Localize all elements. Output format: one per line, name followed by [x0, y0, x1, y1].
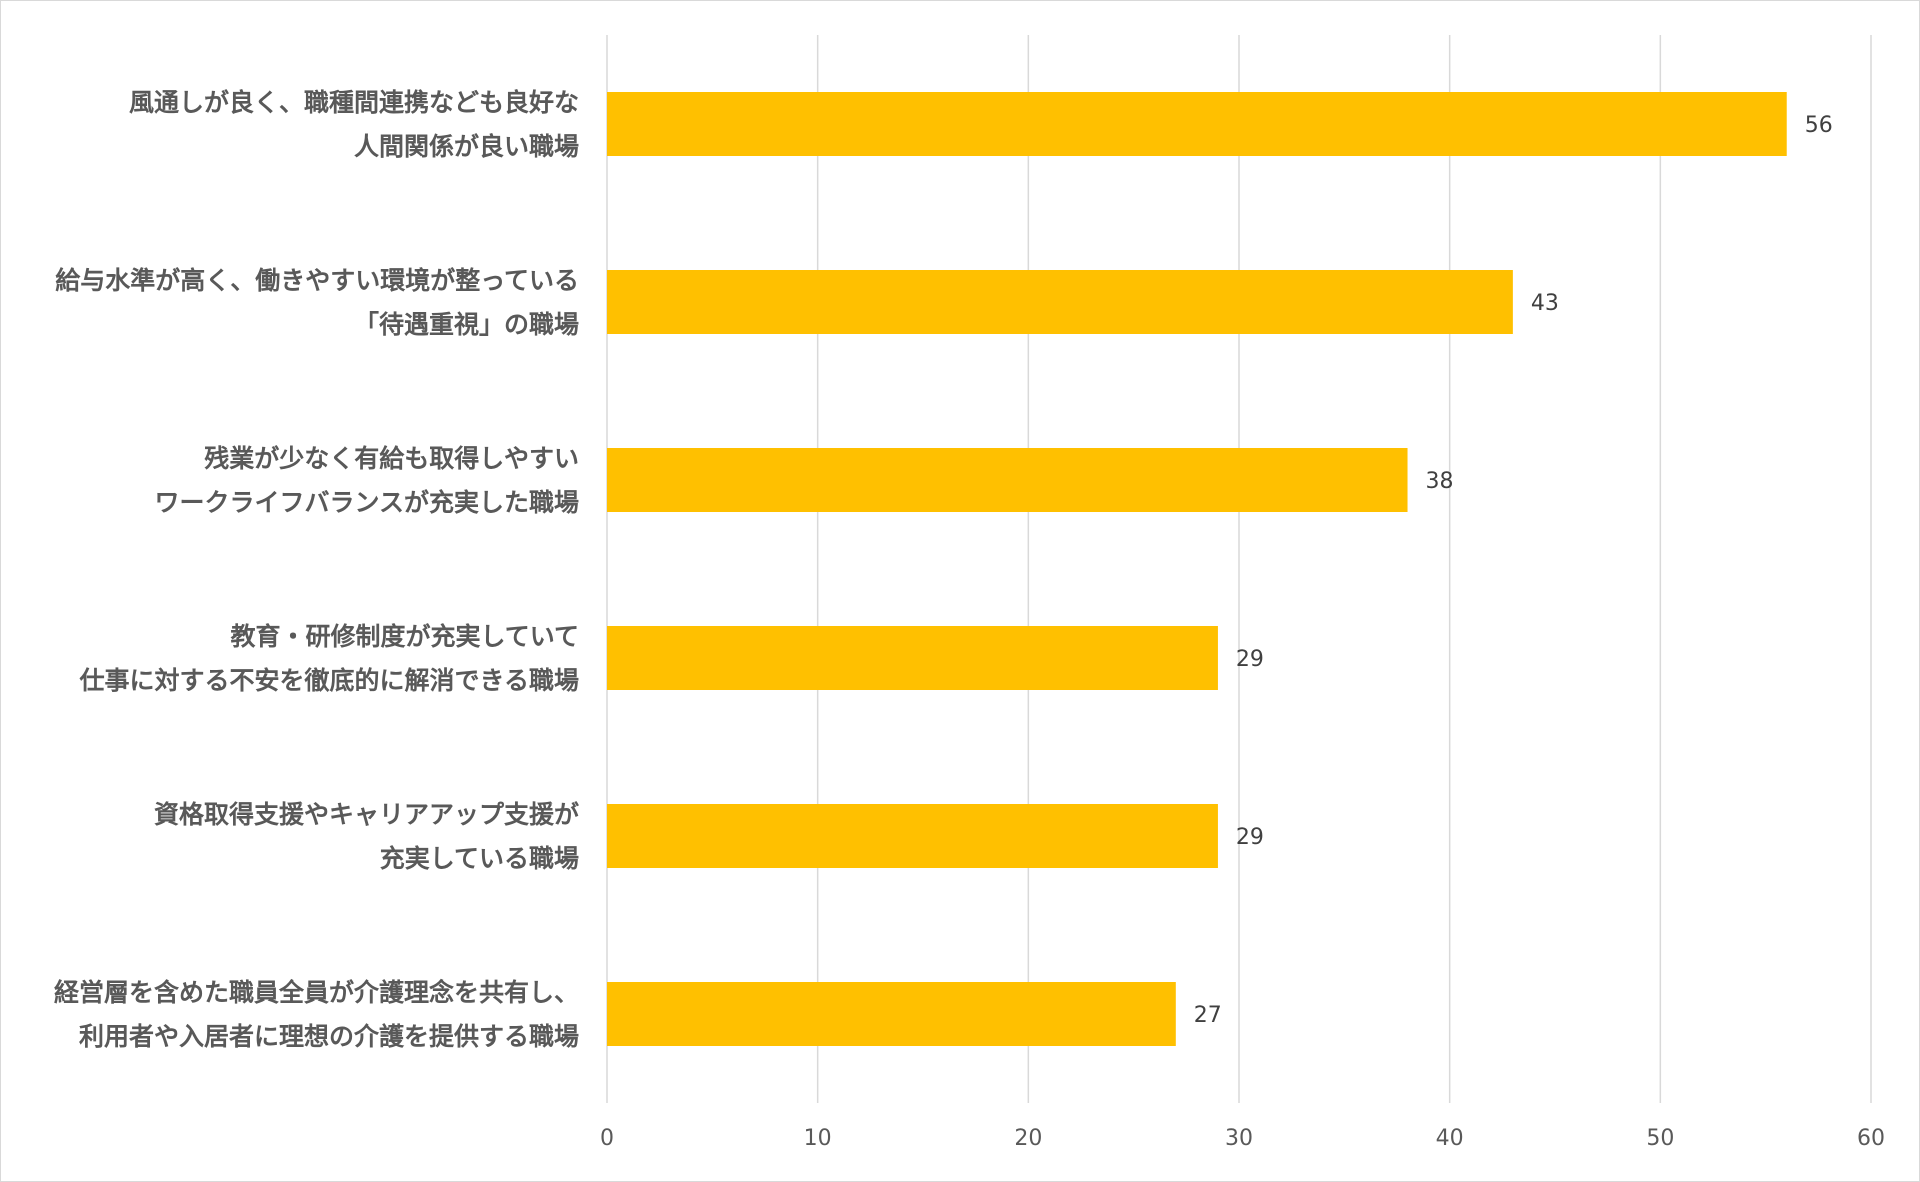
category-label: 教育・研修制度が充実していて [230, 622, 579, 651]
bar [607, 270, 1513, 334]
x-tick-label: 60 [1857, 1126, 1885, 1151]
x-tick-label: 30 [1225, 1126, 1253, 1151]
category-label: 仕事に対する不安を徹底的に解消できる職場 [78, 666, 579, 695]
category-label: 風通しが良く、職種間連携なども良好な [129, 88, 579, 117]
bar [607, 982, 1176, 1046]
data-label: 38 [1426, 469, 1454, 494]
x-tick-label: 20 [1014, 1126, 1042, 1151]
category-label: 資格取得支援やキャリアアップ支援が [154, 800, 579, 829]
category-label: 残業が少なく有給も取得しやすい [204, 444, 579, 473]
category-label: 利用者や入居者に理想の介護を提供する職場 [79, 1022, 579, 1051]
category-label: 給与水準が高く、働きやすい環境が整っている [55, 266, 579, 295]
data-label: 56 [1805, 113, 1833, 138]
x-tick-label: 0 [600, 1126, 614, 1151]
category-label: 充実している職場 [380, 844, 579, 873]
x-tick-label: 40 [1436, 1126, 1464, 1151]
data-label: 29 [1236, 825, 1264, 850]
bar [607, 804, 1218, 868]
category-label: ワークライフバランスが充実した職場 [154, 488, 579, 517]
category-label: 人間関係が良い職場 [354, 132, 579, 161]
category-label: 「待遇重視」の職場 [354, 310, 579, 339]
category-label: 経営層を含めた職員全員が介護理念を共有し、 [54, 978, 579, 1007]
x-tick-label: 10 [804, 1126, 832, 1151]
bar [607, 92, 1787, 156]
data-label: 43 [1531, 291, 1559, 316]
x-tick-label: 50 [1646, 1126, 1674, 1151]
bar [607, 626, 1218, 690]
data-label: 27 [1194, 1003, 1222, 1028]
data-label: 29 [1236, 647, 1264, 672]
bar [607, 448, 1408, 512]
